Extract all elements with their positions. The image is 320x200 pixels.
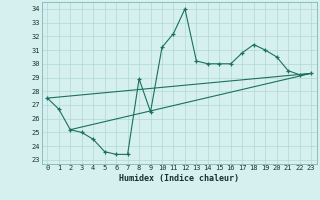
X-axis label: Humidex (Indice chaleur): Humidex (Indice chaleur) (119, 174, 239, 183)
